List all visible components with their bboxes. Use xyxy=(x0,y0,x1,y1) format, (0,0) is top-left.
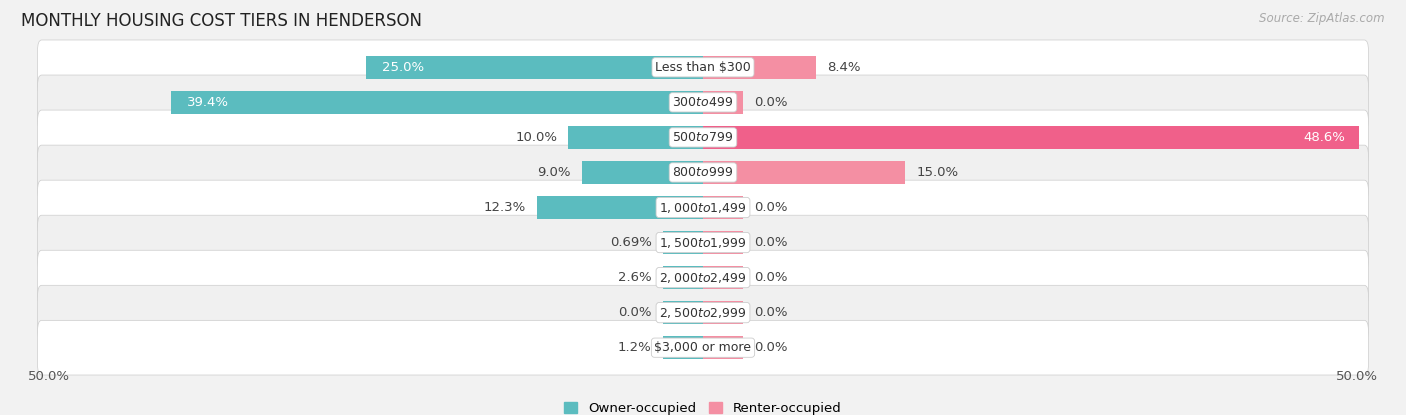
Text: 39.4%: 39.4% xyxy=(187,96,229,109)
FancyBboxPatch shape xyxy=(38,110,1368,165)
Bar xyxy=(703,231,744,254)
Bar xyxy=(703,91,744,114)
Bar xyxy=(703,196,744,219)
Text: 0.0%: 0.0% xyxy=(754,341,787,354)
FancyBboxPatch shape xyxy=(38,215,1368,270)
Bar xyxy=(703,56,817,79)
FancyBboxPatch shape xyxy=(38,40,1368,95)
Text: 25.0%: 25.0% xyxy=(382,61,423,74)
Text: Less than $300: Less than $300 xyxy=(655,61,751,74)
Text: 0.0%: 0.0% xyxy=(754,306,787,319)
Text: 48.6%: 48.6% xyxy=(1303,131,1346,144)
FancyBboxPatch shape xyxy=(38,320,1368,375)
Bar xyxy=(662,231,703,254)
Text: 12.3%: 12.3% xyxy=(484,201,526,214)
FancyBboxPatch shape xyxy=(38,145,1368,200)
Bar xyxy=(662,336,703,359)
Text: 0.0%: 0.0% xyxy=(754,236,787,249)
FancyBboxPatch shape xyxy=(38,250,1368,305)
Bar xyxy=(366,56,703,79)
Legend: Owner-occupied, Renter-occupied: Owner-occupied, Renter-occupied xyxy=(564,403,842,415)
Text: 50.0%: 50.0% xyxy=(1336,371,1378,383)
Bar xyxy=(662,301,703,324)
Bar xyxy=(582,161,703,184)
FancyBboxPatch shape xyxy=(38,75,1368,130)
Bar xyxy=(703,301,744,324)
Text: 9.0%: 9.0% xyxy=(537,166,571,179)
Text: MONTHLY HOUSING COST TIERS IN HENDERSON: MONTHLY HOUSING COST TIERS IN HENDERSON xyxy=(21,12,422,30)
Bar xyxy=(703,161,905,184)
Bar xyxy=(537,196,703,219)
Text: $2,500 to $2,999: $2,500 to $2,999 xyxy=(659,305,747,320)
Text: 0.0%: 0.0% xyxy=(754,96,787,109)
Text: 0.0%: 0.0% xyxy=(619,306,652,319)
Text: $3,000 or more: $3,000 or more xyxy=(655,341,751,354)
Bar xyxy=(703,336,744,359)
Text: 1.2%: 1.2% xyxy=(619,341,652,354)
Text: $1,500 to $1,999: $1,500 to $1,999 xyxy=(659,236,747,249)
Text: 50.0%: 50.0% xyxy=(28,371,70,383)
Bar xyxy=(703,126,1360,149)
FancyBboxPatch shape xyxy=(38,285,1368,340)
Text: 15.0%: 15.0% xyxy=(917,166,959,179)
Text: 0.69%: 0.69% xyxy=(610,236,652,249)
Text: 0.0%: 0.0% xyxy=(754,271,787,284)
Bar xyxy=(662,266,703,289)
Bar xyxy=(568,126,703,149)
Text: Source: ZipAtlas.com: Source: ZipAtlas.com xyxy=(1260,12,1385,25)
Text: $500 to $799: $500 to $799 xyxy=(672,131,734,144)
Text: 8.4%: 8.4% xyxy=(827,61,860,74)
Bar xyxy=(703,266,744,289)
Text: $800 to $999: $800 to $999 xyxy=(672,166,734,179)
Text: $300 to $499: $300 to $499 xyxy=(672,96,734,109)
Text: 0.0%: 0.0% xyxy=(754,201,787,214)
Text: $2,000 to $2,499: $2,000 to $2,499 xyxy=(659,271,747,285)
Text: $1,000 to $1,499: $1,000 to $1,499 xyxy=(659,200,747,215)
Text: 10.0%: 10.0% xyxy=(515,131,557,144)
Bar xyxy=(172,91,703,114)
FancyBboxPatch shape xyxy=(38,180,1368,235)
Text: 2.6%: 2.6% xyxy=(619,271,652,284)
